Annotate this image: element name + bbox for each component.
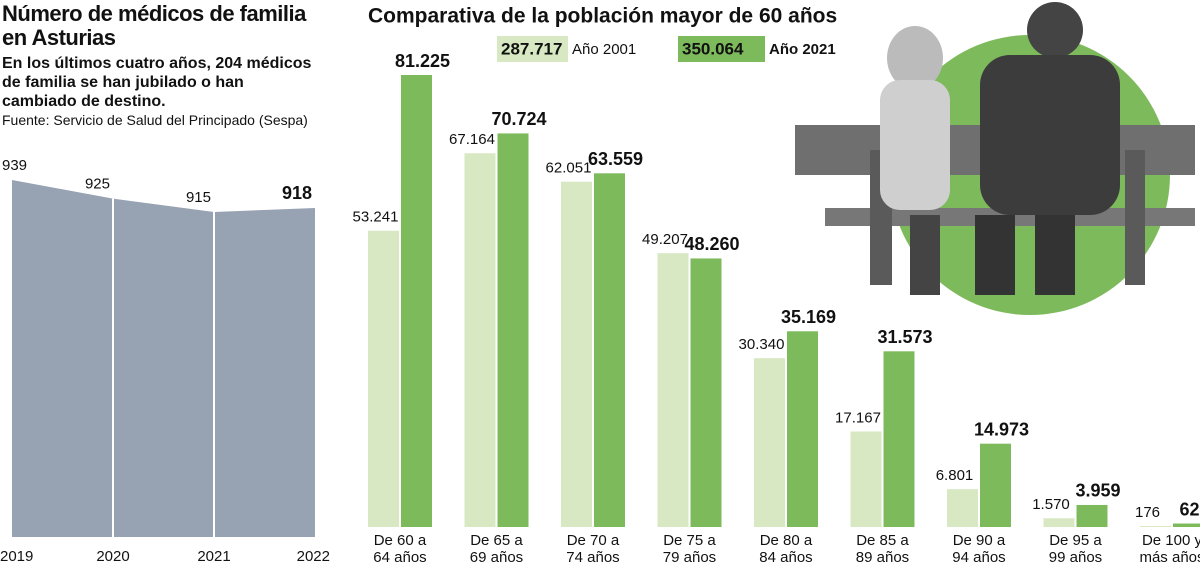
area [12, 180, 315, 537]
subtitle: En los últimos cuatro años, 204 médicos … [2, 55, 312, 110]
x-tick-label: De 100 y más años [1139, 532, 1200, 566]
value-label: 6.801 [936, 467, 974, 484]
legend-total: 350.064 [682, 39, 744, 58]
bar [1173, 523, 1200, 527]
value-label: 67.164 [449, 131, 495, 148]
value-label: 1.570 [1032, 496, 1070, 513]
bar [850, 431, 882, 527]
bar [401, 75, 432, 527]
bar [1076, 504, 1108, 527]
bar [464, 153, 496, 527]
legend-label: Año 2001 [572, 41, 636, 58]
legend-swatch [497, 36, 568, 62]
legend-total: 287.717 [501, 39, 562, 58]
value-label: 81.225 [395, 51, 450, 71]
bar [883, 351, 915, 527]
value-label: 918 [282, 183, 312, 203]
bar [561, 181, 592, 527]
value-label: 70.724 [491, 109, 546, 129]
x-tick-label: 2021 [197, 548, 230, 565]
value-label: 176 [1135, 504, 1160, 521]
value-label: 30.340 [739, 336, 785, 353]
value-label: 48.260 [684, 234, 739, 254]
bar [497, 133, 529, 527]
value-label: 35.169 [781, 307, 836, 327]
x-tick-label: De 90 a 94 años [952, 532, 1006, 566]
value-label: 63.559 [588, 149, 643, 169]
value-label: 31.573 [877, 327, 932, 347]
bar [754, 358, 785, 527]
x-tick-label: De 95 a 99 años [1048, 532, 1103, 566]
x-tick-label: 2019 [0, 548, 33, 565]
bar [690, 258, 722, 527]
value-label: 915 [186, 189, 211, 206]
bar [368, 230, 399, 527]
value-label: 14.973 [974, 419, 1029, 439]
value-label: 3.959 [1075, 481, 1120, 501]
x-tick-label: De 80 a 84 años [759, 532, 813, 566]
legend-label: Año 2021 [769, 41, 836, 58]
x-tick-label: De 60 a 64 años [373, 532, 427, 566]
x-tick-label: De 75 a 79 años [662, 532, 717, 566]
bar [787, 331, 818, 527]
value-label: 17.167 [835, 409, 881, 426]
bar [980, 443, 1011, 527]
x-tick-label: De 70 a 74 años [566, 532, 620, 566]
bench-photo [795, 2, 1195, 295]
value-label: 53.241 [353, 209, 399, 226]
x-tick-label: De 85 a 89 años [855, 532, 910, 566]
source: Fuente: Servicio de Salud del Principado… [2, 112, 308, 128]
bar [1043, 518, 1075, 527]
value-label: 62.051 [546, 160, 592, 177]
bar [947, 489, 978, 527]
bar [1140, 526, 1171, 527]
x-tick-label: 2020 [96, 548, 129, 565]
legend-swatch [678, 36, 765, 62]
title: Número de médicos de familia en Asturias [2, 1, 306, 50]
x-tick-label: 2022 [297, 548, 330, 565]
x-tick-label: De 65 a 69 años [469, 532, 524, 566]
chart-title: Comparativa de la población mayor de 60 … [368, 5, 837, 28]
bar [657, 253, 689, 528]
bar [594, 173, 625, 528]
value-label: 939 [2, 157, 27, 174]
value-label: 925 [85, 176, 110, 193]
value-label: 49.207 [642, 231, 688, 248]
value-label: 622 [1179, 499, 1200, 519]
